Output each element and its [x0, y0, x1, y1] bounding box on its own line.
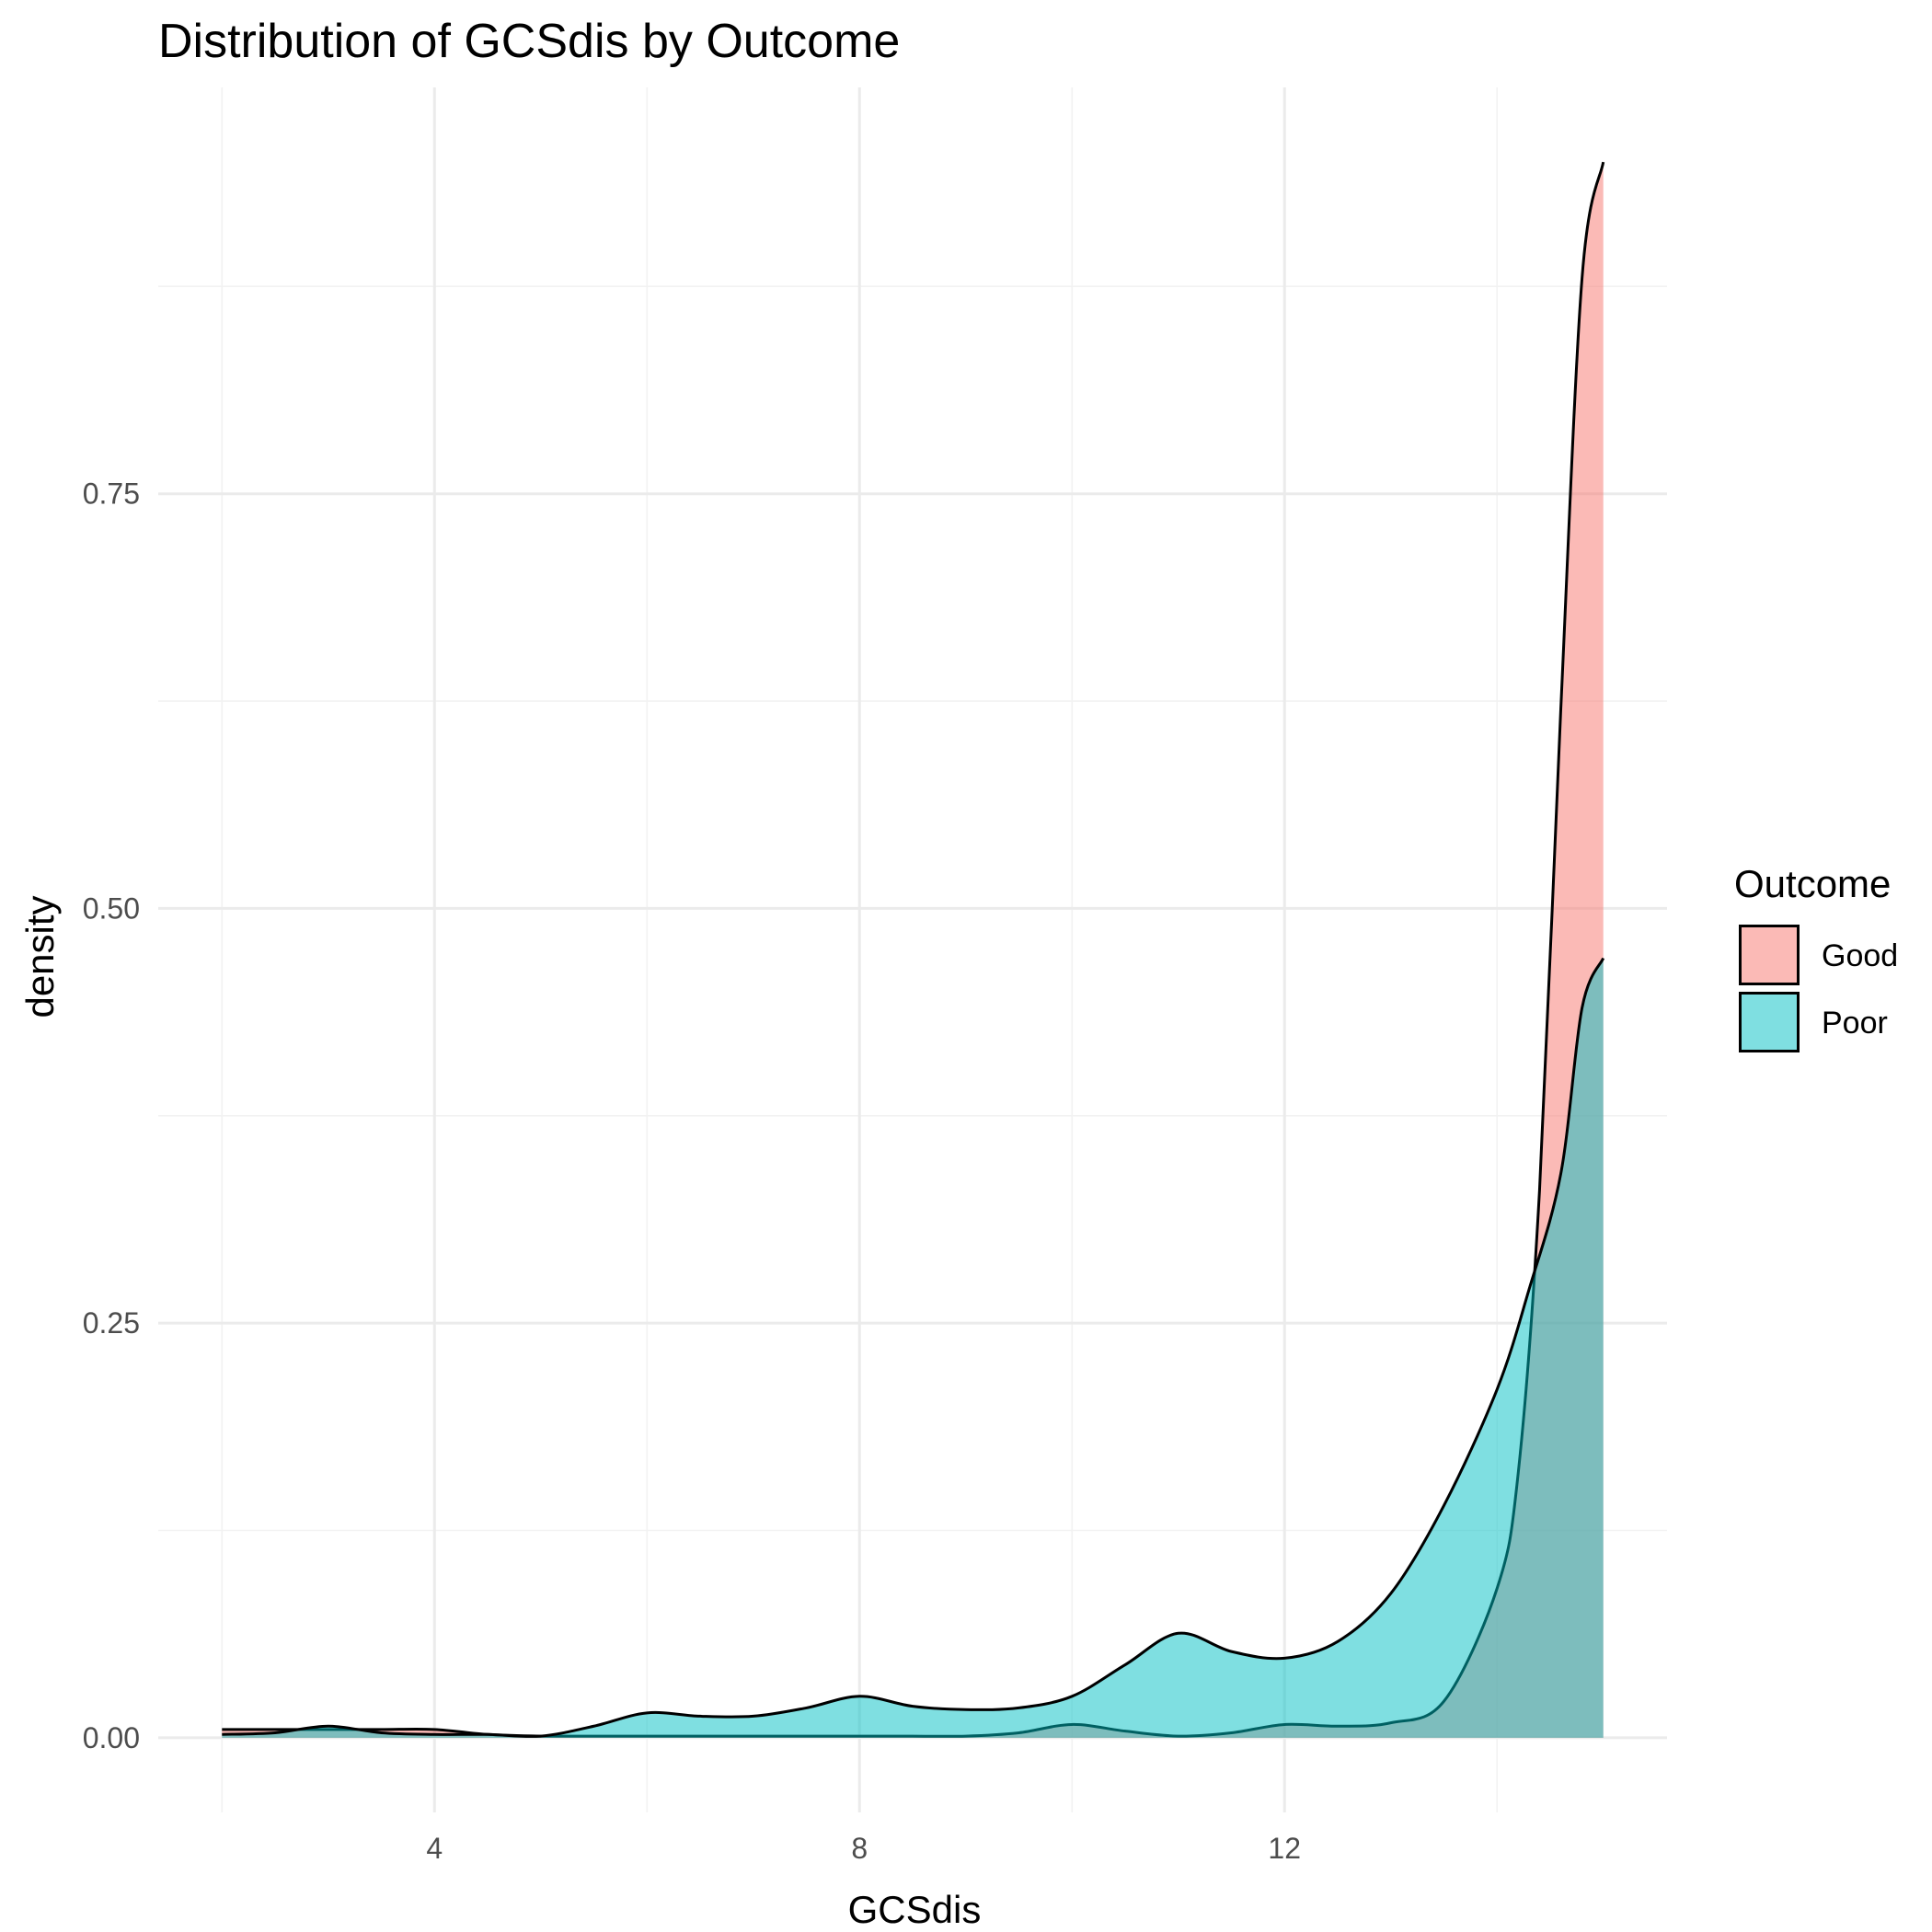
- x-axis-ticks: 4 8 12: [426, 1832, 1301, 1865]
- y-tick-label: 0.50: [83, 891, 140, 925]
- y-tick-label: 0.00: [83, 1721, 140, 1754]
- density-line-poor: [222, 957, 1605, 1738]
- x-tick-label: 12: [1268, 1832, 1301, 1865]
- legend-item-good: Good: [1739, 925, 1898, 985]
- legend-label-good: Good: [1822, 938, 1898, 973]
- series-good: [222, 161, 1605, 1738]
- chart-title: Distribution of GCSdis by Outcome: [158, 15, 900, 68]
- x-tick-label: 4: [426, 1832, 443, 1865]
- density-line-good: [222, 161, 1605, 1738]
- x-axis-title: GCSdis: [848, 1888, 982, 1931]
- legend-item-poor: Poor: [1739, 992, 1888, 1052]
- y-axis-ticks: 0.00 0.25 0.50 0.75: [83, 477, 140, 1754]
- legend-label-poor: Poor: [1822, 1006, 1888, 1041]
- legend: Outcome Good Poor: [1734, 862, 1898, 1052]
- series-poor: [222, 957, 1605, 1738]
- density-area-poor: [222, 958, 1604, 1738]
- y-axis-title: density: [18, 895, 62, 1018]
- x-tick-label: 8: [851, 1832, 868, 1865]
- legend-key-poor: [1739, 992, 1800, 1052]
- y-tick-label: 0.75: [83, 477, 140, 511]
- legend-items: Good Poor: [1739, 925, 1898, 1052]
- legend-key-good: [1739, 925, 1800, 985]
- y-tick-label: 0.25: [83, 1306, 140, 1340]
- legend-title: Outcome: [1734, 862, 1891, 905]
- density-areas: [222, 161, 1605, 1738]
- density-area-good: [222, 162, 1604, 1738]
